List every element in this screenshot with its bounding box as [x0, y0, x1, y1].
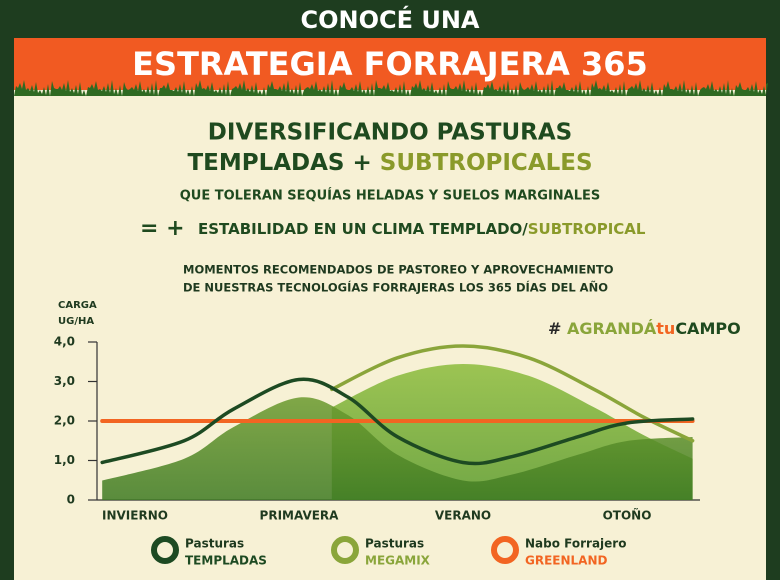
equation-symbols: = + — [140, 216, 185, 241]
grass-edge — [14, 80, 768, 96]
headline-highlight: SUBTROPICALES — [380, 150, 593, 176]
chart-title: DE NUESTRAS TECNOLOGÍAS FORRAJERAS LOS 3… — [183, 280, 608, 295]
y-axis-label: UG/HA — [58, 316, 94, 327]
legend-subname: TEMPLADAS — [185, 554, 267, 568]
legend-name: Pasturas — [185, 537, 244, 551]
y-tick-label: 3,0 — [54, 374, 75, 388]
x-tick-label: INVIERNO — [102, 509, 168, 523]
legend-swatch — [151, 536, 179, 564]
subline: QUE TOLERAN SEQUÍAS HELADAS Y SUELOS MAR… — [180, 188, 601, 204]
legend-swatch — [331, 536, 359, 564]
x-tick-label: VERANO — [435, 509, 491, 523]
chart: 0 1,0 2,0 3,0 4,0 INVIERNO PRIMAVERA VERANO OTOÑ… — [54, 335, 700, 568]
x-tick-label: OTOÑO — [603, 508, 652, 523]
header-line2: ESTRATEGIA FORRAJERA 365 — [132, 45, 648, 83]
series-line — [100, 377, 695, 466]
y-tick-label: 4,0 — [54, 335, 75, 349]
header-line1: CONOCÉ UNA — [300, 5, 479, 34]
legend-subname: MEGAMIX — [365, 554, 431, 568]
hashtag: # AGRANDÁtuCAMPO — [548, 319, 741, 338]
orange-band — [14, 38, 766, 90]
legend-swatch — [491, 536, 519, 564]
y-tick-label: 0 — [67, 493, 75, 507]
hashtag-part: tu — [656, 319, 675, 338]
x-tick-label: PRIMAVERA — [260, 509, 340, 523]
hashtag-symbol: # — [548, 319, 561, 338]
headline-line2: TEMPLADAS + SUBTROPICALES — [187, 150, 592, 176]
y-tick-label: 1,0 — [54, 453, 75, 467]
legend-name: Pasturas — [365, 537, 424, 551]
chart-title: MOMENTOS RECOMENDADOS DE PASTOREO Y APRO… — [183, 263, 614, 277]
headline-line1: DIVERSIFICANDO PASTURAS — [208, 120, 572, 146]
series-line — [330, 344, 695, 443]
y-tick-label: 2,0 — [54, 414, 75, 428]
y-axis-label: CARGA — [58, 300, 97, 311]
equation-highlight: SUBTROPICAL — [528, 220, 646, 238]
headline-part: TEMPLADAS + — [187, 150, 371, 176]
grass-edge-shape — [14, 80, 768, 96]
legend-name: Nabo Forrajero — [525, 537, 626, 551]
equation: ESTABILIDAD EN UN CLIMA TEMPLADO/SUBTROP… — [198, 220, 646, 238]
legend-subname: GREENLAND — [525, 554, 608, 568]
hashtag-part: AGRANDÁ — [567, 319, 657, 338]
hashtag-part: CAMPO — [675, 319, 740, 338]
equation-text: ESTABILIDAD EN UN CLIMA TEMPLADO/ — [198, 220, 528, 238]
